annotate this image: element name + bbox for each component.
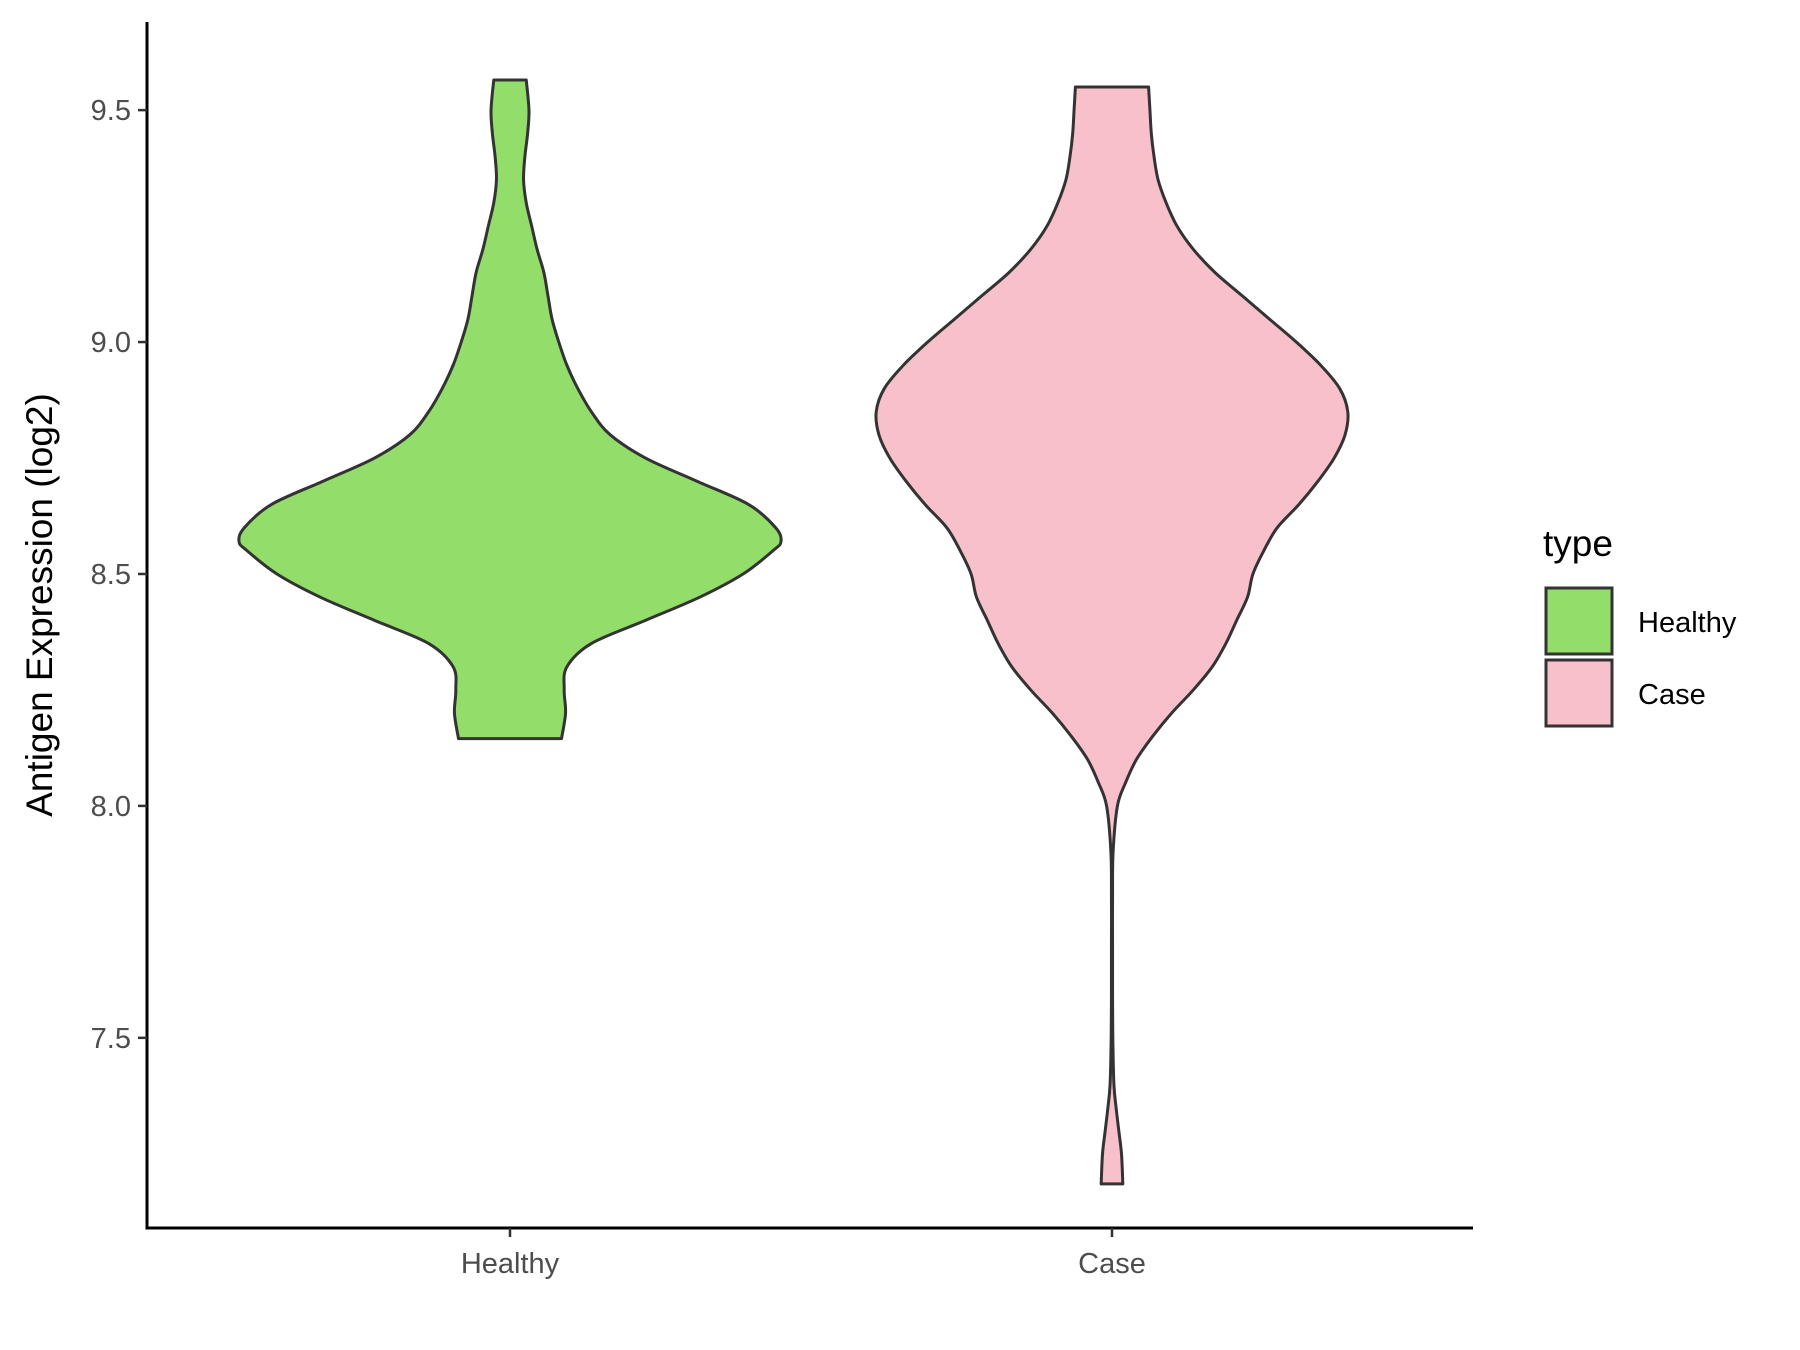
legend: type Healthy Case — [1543, 523, 1737, 728]
legend-items: Healthy Case — [1544, 586, 1737, 728]
y-tick-label: 9.0 — [91, 327, 131, 359]
violin-case — [874, 85, 1350, 1186]
legend-label-healthy: Healthy — [1638, 607, 1737, 639]
y-axis-ticks: 7.5 8.0 8.5 9.0 9.5 — [91, 95, 147, 1055]
y-tick-label: 8.0 — [91, 791, 131, 823]
x-tick-label: Case — [1078, 1248, 1146, 1280]
legend-label-case: Case — [1638, 679, 1706, 711]
y-tick-label: 7.5 — [91, 1023, 131, 1055]
x-axis-ticks: Healthy Case — [461, 1228, 1146, 1280]
y-tick-label: 8.5 — [91, 559, 131, 591]
legend-swatch-healthy — [1544, 586, 1614, 656]
x-tick-label: Healthy — [461, 1248, 560, 1280]
legend-swatch-case — [1544, 658, 1614, 728]
legend-title: type — [1543, 523, 1613, 564]
violin-healthy — [237, 78, 783, 741]
y-tick-label: 9.5 — [91, 95, 131, 127]
y-axis-title: Antigen Expression (log2) — [19, 393, 60, 817]
violin-layer — [237, 78, 1350, 1186]
